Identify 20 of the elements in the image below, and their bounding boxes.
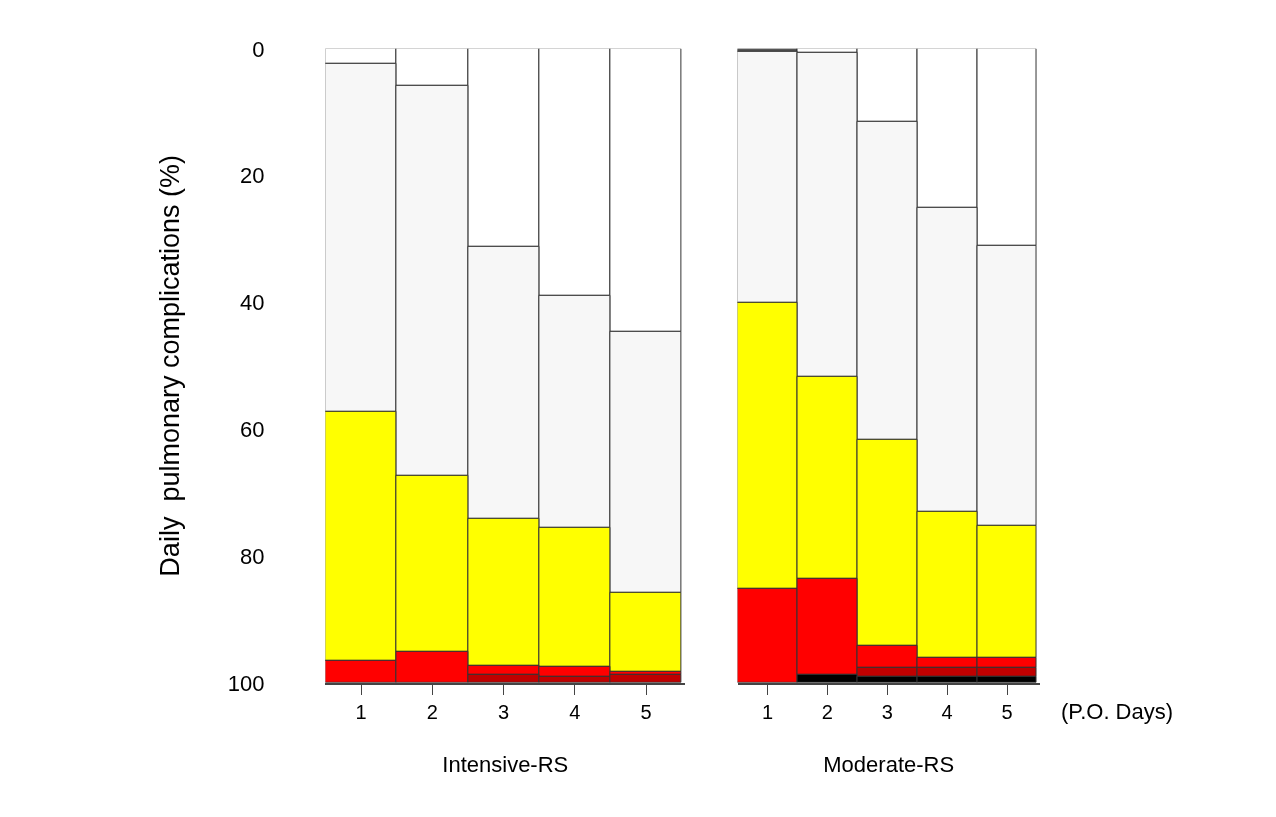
x-tick-label: 5 (1001, 700, 1013, 723)
x-tick-label: 1 (761, 700, 774, 723)
x-axis-title: Intensive-RS (442, 752, 569, 778)
y-tick-label: 0 (252, 36, 265, 62)
y-tick-label: 100 (227, 670, 265, 696)
x-tick-label: 2 (426, 700, 438, 723)
x-tick-label: 5 (640, 700, 652, 723)
y-axis-title: Daily pulmonary complications (%) (154, 155, 185, 577)
x-tick-label: 4 (569, 700, 581, 723)
x-axis-title: Moderate-RS (823, 752, 955, 778)
x-tick-label: 3 (881, 700, 893, 723)
text: (P.O. Days) (1061, 699, 1174, 724)
x-tick-label: 4 (941, 700, 953, 723)
y-tick-label: 80 (239, 543, 265, 569)
x-tick-label: 2 (821, 700, 833, 723)
x-tick-label: 1 (355, 700, 367, 723)
x-tick-label: 3 (497, 700, 510, 723)
y-tick-label: 60 (239, 416, 265, 442)
y-tick-label: 40 (239, 290, 265, 316)
y-tick-label: 20 (239, 163, 265, 189)
